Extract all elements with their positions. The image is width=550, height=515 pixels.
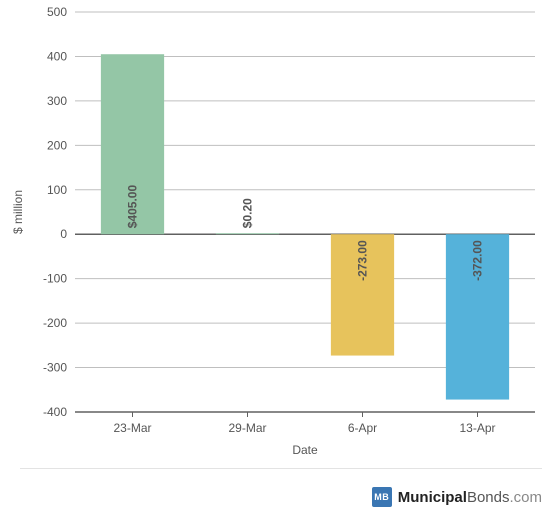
brand-name-light: Bonds	[467, 489, 510, 506]
y-axis-title: $ million	[11, 190, 25, 234]
brand: MB MunicipalBonds.com	[372, 487, 542, 507]
x-axis-title: Date	[292, 443, 318, 457]
x-tick-label: 23-Mar	[113, 421, 151, 435]
y-tick-label: -300	[43, 361, 67, 375]
brand-name-bold: Municipal	[398, 489, 467, 506]
x-tick-label: 29-Mar	[228, 421, 266, 435]
y-tick-label: -400	[43, 405, 67, 419]
brand-badge: MB	[372, 487, 392, 507]
x-tick-label: 13-Apr	[459, 421, 495, 435]
bar-value-label: -372.00	[471, 240, 485, 281]
y-tick-label: 500	[47, 5, 67, 19]
y-tick-label: 300	[47, 94, 67, 108]
y-tick-label: -100	[43, 272, 67, 286]
bar	[216, 233, 279, 234]
bar-value-label: $405.00	[126, 185, 140, 229]
footer: MB MunicipalBonds.com	[20, 468, 542, 515]
brand-tld: .com	[509, 489, 542, 506]
chart-container: -400 -300 -200 -100 0 100 200 300 400 500 $ millio…	[0, 0, 550, 515]
y-tick-label: 400	[47, 49, 67, 63]
bar-chart: -400 -300 -200 -100 0 100 200 300 400 500 $ millio…	[0, 0, 550, 465]
y-tick-label: 200	[47, 138, 67, 152]
y-tick-label: 0	[60, 227, 67, 241]
y-tick-label: 100	[47, 183, 67, 197]
brand-name: MunicipalBonds.com	[398, 489, 542, 506]
x-tick-label: 6-Apr	[348, 421, 377, 435]
bar-value-label: $0.20	[241, 198, 255, 228]
bar-value-label: -273.00	[356, 240, 370, 281]
y-tick-label: -200	[43, 316, 67, 330]
